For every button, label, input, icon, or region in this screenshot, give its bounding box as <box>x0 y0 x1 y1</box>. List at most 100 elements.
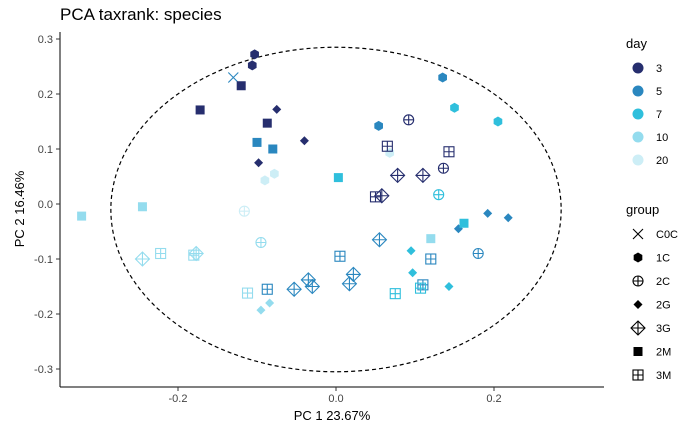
legend-color-swatch <box>632 108 644 120</box>
y-axis-ticks: -0.3 -0.2 -0.1 0.0 0.1 0.2 0.3 <box>34 34 60 376</box>
x-axis-title: PC 1 23.67% <box>294 408 371 423</box>
legend-shape-swatch <box>630 320 646 336</box>
data-point <box>425 253 437 265</box>
data-point <box>493 116 503 127</box>
legend-shape-swatch <box>632 369 644 381</box>
data-point <box>241 287 254 299</box>
y-tick-label: 0.3 <box>38 34 53 46</box>
data-point <box>286 281 302 298</box>
y-tick-label: -0.2 <box>34 309 53 321</box>
legend-color-label: 7 <box>656 109 662 121</box>
legend-color-label: 20 <box>656 155 668 167</box>
data-point <box>444 282 454 291</box>
legend-shape-swatch <box>633 347 643 356</box>
data-point <box>389 167 406 184</box>
data-point <box>236 81 246 91</box>
y-tick-label: -0.1 <box>34 254 53 266</box>
legend-shape-label: 1C <box>656 253 670 265</box>
legend-shape-title: group <box>626 202 659 217</box>
data-point <box>195 105 205 115</box>
data-point <box>415 167 431 184</box>
data-point <box>247 60 257 71</box>
data-point <box>268 144 278 154</box>
data-point <box>265 298 275 308</box>
data-point <box>374 187 390 204</box>
data-point <box>389 288 401 300</box>
y-tick-label: 0.2 <box>38 89 53 101</box>
data-point <box>260 175 270 186</box>
legend-shape-keys: C0C 1C 2C 2G 3G 2M 3M <box>630 228 678 382</box>
data-point <box>137 202 147 212</box>
data-point <box>134 251 151 267</box>
data-point <box>381 140 393 152</box>
data-point <box>188 245 204 262</box>
data-point <box>443 146 455 158</box>
data-point <box>261 283 273 295</box>
legend-shape-label: 2C <box>656 276 670 288</box>
data-point <box>450 102 459 113</box>
data-point <box>188 249 200 261</box>
data-point <box>77 211 87 221</box>
legend-shape-swatch <box>632 275 644 287</box>
plot-panel: -0.3 -0.2 -0.1 0.0 0.1 0.2 0.3 -0.2 0.0 0.2 <box>34 32 604 405</box>
data-point <box>250 49 259 60</box>
data-point <box>374 120 383 131</box>
legend-color-swatch <box>632 131 644 143</box>
data-point <box>333 173 343 183</box>
legend-color-title: day <box>626 36 647 51</box>
data-point <box>252 137 262 147</box>
legend-shape-swatch <box>633 300 643 309</box>
data-point <box>503 213 513 223</box>
data-point <box>299 136 309 146</box>
data-point <box>262 118 272 128</box>
legend-color-swatch <box>632 62 644 74</box>
data-point <box>426 234 436 244</box>
legend-color-label: 5 <box>656 86 662 98</box>
data-point <box>155 247 167 260</box>
x-tick-label: 0.2 <box>486 393 501 405</box>
y-axis-title: PC 2 16.46% <box>12 170 27 247</box>
data-point <box>334 250 346 262</box>
y-tick-label: -0.3 <box>34 364 53 376</box>
y-tick-label: 0.0 <box>38 199 53 211</box>
data-point <box>254 158 264 168</box>
legend-color-swatch <box>632 85 644 97</box>
data-point <box>438 72 447 83</box>
data-point <box>414 282 427 294</box>
legend-shape-label: 2G <box>656 300 671 312</box>
x-axis-ticks: -0.2 0.0 0.2 <box>169 387 502 405</box>
legend-color-keys: 3 5 7 10 20 <box>632 62 668 167</box>
confidence-ellipse <box>110 46 562 373</box>
data-point <box>371 231 388 248</box>
data-point <box>238 205 250 217</box>
data-points <box>77 49 513 315</box>
legend-shape-swatch <box>633 252 643 263</box>
data-point <box>227 72 239 83</box>
data-point <box>433 189 445 201</box>
data-point <box>403 114 415 126</box>
legend-shape-label: 3M <box>656 370 671 382</box>
data-point <box>345 266 362 283</box>
data-point <box>255 236 267 249</box>
y-tick-label: 0.1 <box>38 144 53 156</box>
data-point <box>459 218 469 228</box>
legend-color-label: 10 <box>656 132 668 144</box>
data-point <box>437 162 449 174</box>
legend-shape-label: 3G <box>656 323 671 335</box>
data-point <box>341 275 358 292</box>
legend-color-swatch <box>632 154 644 166</box>
x-tick-label: -0.2 <box>169 393 188 405</box>
legend-shape-label: C0C <box>656 229 678 241</box>
data-point <box>408 268 418 278</box>
data-point <box>483 208 493 218</box>
legend-shape-label: 2M <box>656 347 671 359</box>
data-point <box>406 246 416 256</box>
legend-shape-swatch <box>632 228 644 240</box>
chart-title: PCA taxrank: species <box>60 5 222 24</box>
x-tick-label: 0.0 <box>328 393 343 405</box>
data-point <box>472 247 484 260</box>
data-point <box>256 305 266 315</box>
data-point <box>304 278 321 295</box>
confidence-ellipse-layer <box>110 46 562 373</box>
